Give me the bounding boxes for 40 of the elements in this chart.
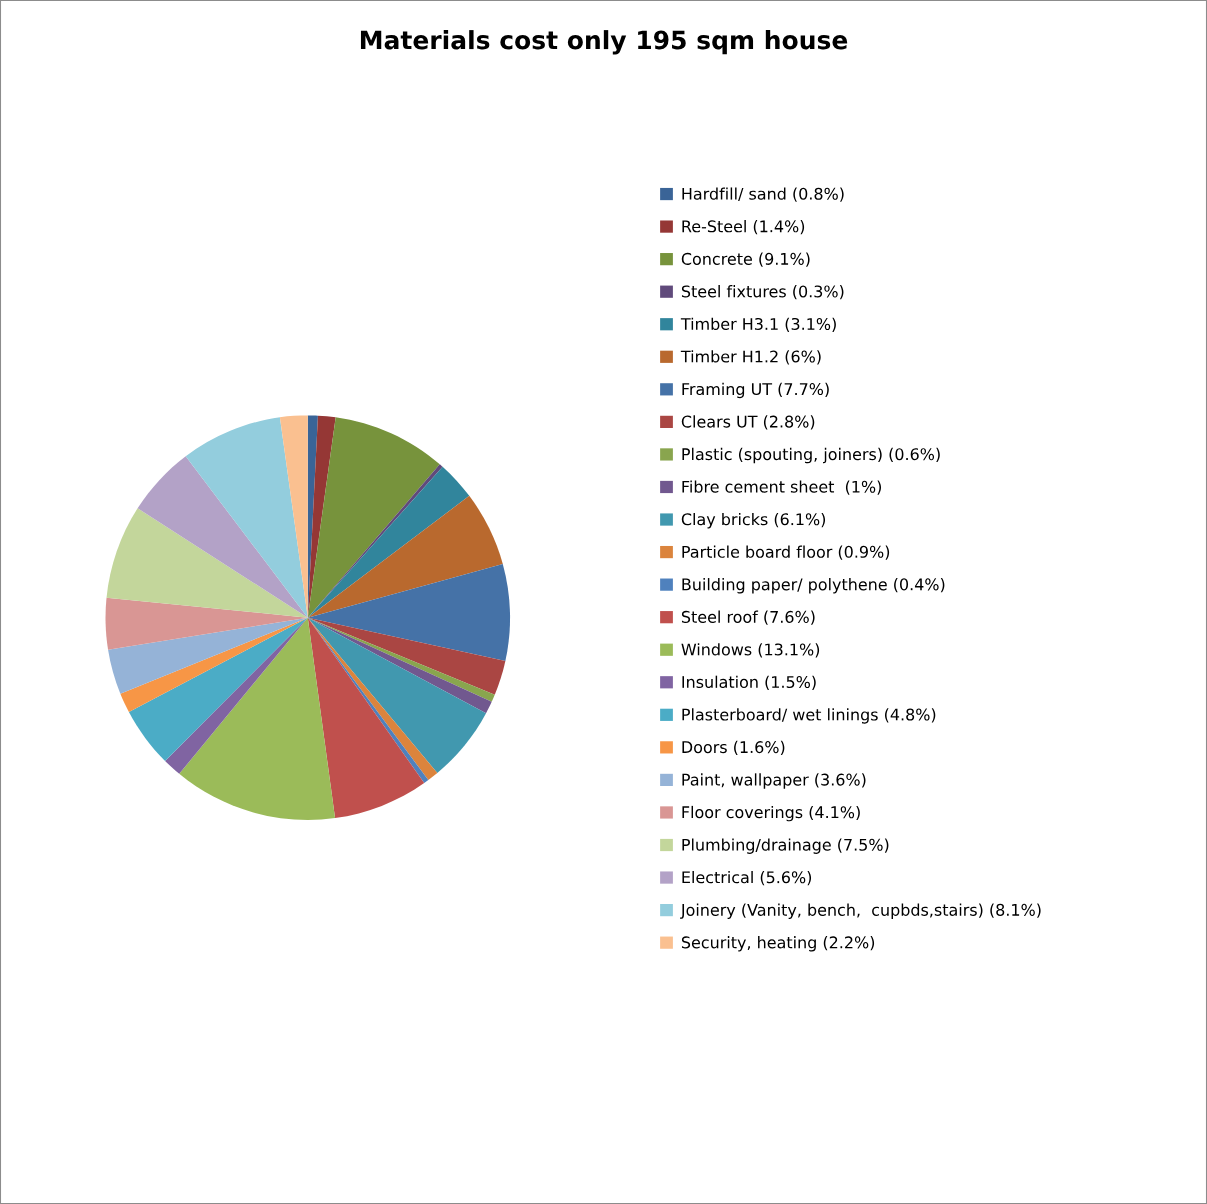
pie-slice xyxy=(307,464,443,618)
legend-label: Paint, wallpaper (3.6%) xyxy=(682,773,866,789)
legend-label: Framing UT (7.7%) xyxy=(682,382,829,399)
legend-label: Fibre cement sheet (1%) xyxy=(682,480,881,495)
legend-label: Electrical (5.6%) xyxy=(682,870,812,886)
legend-label: Steel roof (7.6%) xyxy=(681,610,815,625)
legend-label: Plasterboard/ wet linings (4.8%) xyxy=(682,708,936,724)
legend-label: Timber H1.2 (6%) xyxy=(680,350,821,365)
legend-label: Clay bricks (6.1%) xyxy=(681,512,826,529)
legend-label: Doors (1.6%) xyxy=(682,740,785,756)
pie-slice xyxy=(307,563,511,661)
pie-slice xyxy=(185,417,308,618)
legend-label: Plumbing/drainage (7.5%) xyxy=(682,838,889,854)
chart-title: Materials cost only 195 sqm house xyxy=(360,30,848,55)
legend-label: Hardfill/ sand (0.8%) xyxy=(682,187,844,202)
legend-label: Steel fixtures (0.3%) xyxy=(681,285,844,300)
legend-label: Plastic (spouting, joiners) (0.6%) xyxy=(682,447,940,464)
legend-label: Concrete (9.1%) xyxy=(681,252,810,267)
pie-slice xyxy=(307,417,440,618)
legend-label: Building paper/ polythene (0.4%) xyxy=(682,578,945,594)
pie-slice xyxy=(106,508,308,618)
pie-slice xyxy=(105,597,308,650)
pie-slice xyxy=(137,456,308,618)
pie-slice xyxy=(307,466,470,618)
pie-slice xyxy=(108,617,308,694)
legend-label: Insulation (1.5%) xyxy=(682,675,816,690)
legend-label: Re-Steel (1.4%) xyxy=(682,220,805,235)
legend-label: Joinery (Vanity, bench, cupbds,stairs) (8.1%) xyxy=(680,903,1041,919)
legend-label: Timber H3.1 (3.1%) xyxy=(680,317,836,332)
pie-slice xyxy=(128,617,308,762)
legend-label: Clears UT (2.8%) xyxy=(681,415,815,430)
pie-slice xyxy=(279,415,308,618)
legend-label: Windows (13.1%) xyxy=(681,643,820,658)
pie-slice xyxy=(307,617,425,819)
pie-slice xyxy=(307,495,503,618)
legend-label: Floor coverings (4.1%) xyxy=(682,805,860,822)
legend-label: Security, heating (2.2%) xyxy=(681,936,875,952)
pie-slice xyxy=(307,617,487,774)
legend-label: Particle board floor (0.9%) xyxy=(682,545,890,560)
pie-slice xyxy=(179,617,336,820)
